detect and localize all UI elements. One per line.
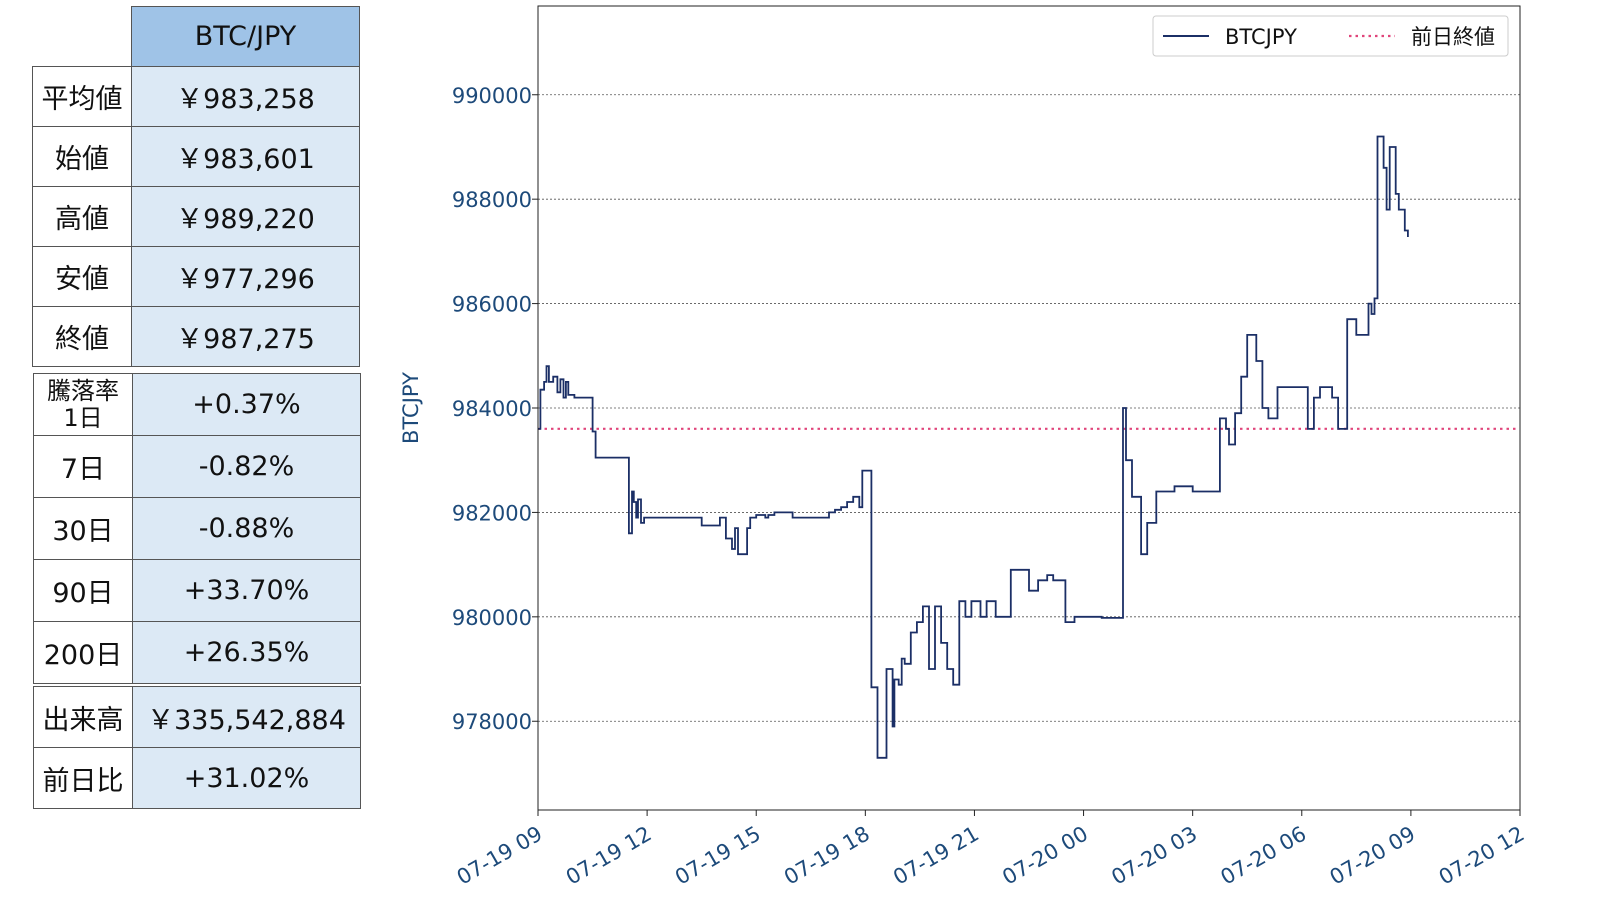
volume-change-row: 前日比 +31.02%: [33, 747, 361, 809]
header-blank-cell: [32, 6, 132, 67]
row-label: 終値: [32, 306, 132, 367]
legend: BTCJPY 前日終値: [1152, 15, 1509, 57]
row-value: ￥983,601: [131, 126, 360, 187]
price-row-low: 安値 ￥977,296: [32, 246, 360, 307]
y-tick-label: 978000: [452, 710, 532, 734]
x-tick-label: 07-19 21: [889, 822, 983, 890]
x-tick-label: 07-20 06: [1217, 822, 1311, 890]
row-label: 騰落率 1日: [33, 373, 133, 436]
y-tick-label: 990000: [452, 84, 532, 108]
change-row-200d: 200日 +26.35%: [33, 621, 361, 684]
row-value: +26.35%: [132, 621, 361, 684]
y-tick-label: 982000: [452, 501, 532, 525]
x-tick-label: 07-19 12: [562, 822, 656, 890]
change-row-1d: 騰落率 1日 +0.37%: [33, 373, 361, 436]
x-tick-label: 07-19 09: [453, 822, 547, 890]
y-axis-label: BTCJPY: [399, 372, 423, 444]
x-tick-label: 07-20 00: [998, 822, 1092, 890]
volume-table: 出来高 ￥335,542,884 前日比 +31.02%: [33, 686, 361, 809]
row-value: ￥983,258: [131, 66, 360, 127]
series-layer: [538, 135, 1409, 759]
row-value: -0.88%: [132, 497, 361, 560]
row-value: -0.82%: [132, 435, 361, 498]
y-ticks: 978000 980000 982000 984000 986000 988000 9900…: [452, 84, 538, 734]
y-tick-label: 980000: [452, 606, 532, 630]
x-tick-label: 07-19 18: [780, 822, 874, 890]
row-value: ￥977,296: [131, 246, 360, 307]
change-row-30d: 30日 -0.88%: [33, 497, 361, 560]
row-label: 出来高: [33, 686, 133, 748]
change-row-7d: 7日 -0.82%: [33, 435, 361, 498]
legend-box: [1152, 15, 1509, 57]
row-label: 7日: [33, 435, 133, 498]
header-row: BTC/JPY: [32, 6, 360, 67]
plot-frame: [537, 5, 1521, 811]
y-tick-label: 984000: [452, 397, 532, 421]
row-label: 200日: [33, 621, 133, 684]
row-label: 30日: [33, 497, 133, 560]
y-tick-label: 988000: [452, 188, 532, 212]
y-tick-label: 986000: [452, 293, 532, 317]
row-value: ￥989,220: [131, 186, 360, 247]
x-tick-label: 07-20 12: [1435, 822, 1529, 890]
row-label-line1: 騰落率: [47, 376, 119, 405]
row-label: 平均値: [32, 66, 132, 127]
legend-label-prev-close: 前日終値: [1411, 25, 1495, 49]
row-label: 高値: [32, 186, 132, 247]
pair-header: BTC/JPY: [131, 6, 360, 67]
row-value: ￥987,275: [131, 306, 360, 367]
btcjpy-price-line: [538, 135, 1409, 759]
row-label: 安値: [32, 246, 132, 307]
volume-row: 出来高 ￥335,542,884: [33, 686, 361, 748]
change-rate-table: 騰落率 1日 +0.37% 7日 -0.82% 30日 -0.88% 90日 +3…: [33, 373, 361, 684]
x-tick-label: 07-19 15: [671, 822, 765, 890]
row-value: ￥335,542,884: [132, 686, 361, 748]
price-row-close: 終値 ￥987,275: [32, 306, 360, 367]
grid-lines: [538, 94, 1520, 722]
legend-label-btcjpy: BTCJPY: [1225, 25, 1297, 49]
price-row-average: 平均値 ￥983,258: [32, 66, 360, 127]
row-label-line2: 1日: [63, 403, 103, 432]
row-value: +31.02%: [132, 747, 361, 809]
row-label: 前日比: [33, 747, 133, 809]
price-row-high: 高値 ￥989,220: [32, 186, 360, 247]
x-tick-label: 07-20 09: [1326, 822, 1420, 890]
change-row-90d: 90日 +33.70%: [33, 559, 361, 622]
row-label: 90日: [33, 559, 133, 622]
x-ticks: 07-19 09 07-19 12 07-19 15 07-19 18 07-19 21…: [453, 810, 1529, 890]
x-tick-label: 07-20 03: [1107, 822, 1201, 890]
price-summary-table: BTC/JPY 平均値 ￥983,258 始値 ￥983,601 高値 ￥989…: [32, 6, 360, 367]
